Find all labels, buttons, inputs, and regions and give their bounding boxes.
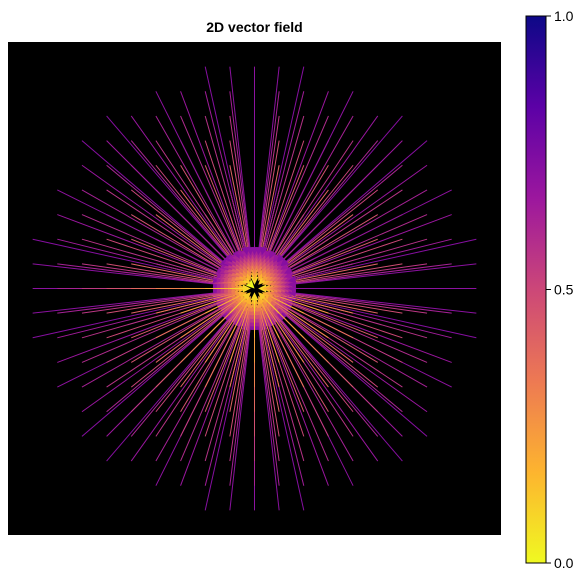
colorbar bbox=[525, 15, 547, 564]
vector-arrow bbox=[229, 295, 251, 339]
vector-arrow bbox=[204, 292, 248, 314]
colorbar-tick-label: 0.0 bbox=[554, 555, 574, 571]
vector-arrow bbox=[258, 295, 280, 339]
vector-arrow bbox=[269, 91, 354, 259]
vector-arrow bbox=[130, 115, 237, 263]
vector-arrow bbox=[280, 164, 428, 271]
colorbar-tick-label: 0.5 bbox=[554, 282, 574, 298]
arrow-layer bbox=[32, 66, 477, 511]
chart-title: 2D vector field bbox=[206, 19, 303, 35]
vector-arrow bbox=[287, 238, 477, 284]
colorbar-tick-label: 1.0 bbox=[554, 8, 574, 24]
vector-arrow bbox=[259, 66, 305, 256]
colorbar-ticks: 0.0 0.5 1.0 bbox=[546, 8, 574, 571]
vector-arrow bbox=[106, 115, 233, 263]
vector-arrow bbox=[229, 292, 251, 314]
vector-arrow bbox=[258, 292, 280, 314]
vector-arrow bbox=[229, 284, 251, 293]
vector-arrow bbox=[272, 115, 379, 263]
vector-arrow bbox=[284, 189, 452, 274]
vector-arrow bbox=[280, 140, 428, 267]
vector-arrow bbox=[250, 292, 259, 314]
vector-arrow bbox=[155, 91, 240, 259]
vector-arrow bbox=[276, 115, 403, 263]
